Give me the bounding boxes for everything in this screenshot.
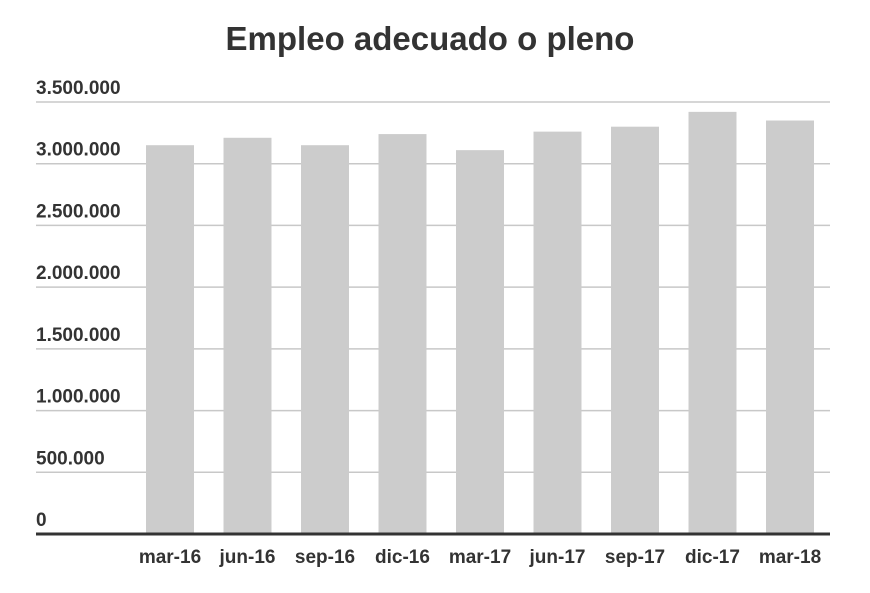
- x-tick-label: jun-16: [219, 547, 276, 568]
- x-tick-label: sep-16: [295, 547, 355, 568]
- bar-jun-17: [533, 131, 582, 534]
- y-axis-tick-labels: 0 500.000 1.000.000 1.500.000 2.000.000 2.500…: [36, 78, 121, 531]
- y-tick-label: 2.000.000: [36, 263, 121, 284]
- x-tick-label: sep-17: [605, 547, 665, 568]
- x-tick-label: mar-16: [139, 547, 201, 568]
- y-tick-label: 3.000.000: [36, 140, 121, 161]
- bar-mar-17: [456, 150, 504, 534]
- y-tick-label: 3.500.000: [36, 78, 121, 99]
- bar-dic-16: [378, 134, 427, 534]
- bar-dic-17: [688, 111, 737, 535]
- chart-title: Empleo adecuado o pleno: [226, 20, 635, 57]
- x-tick-label: mar-17: [449, 547, 511, 568]
- bar-sep-16: [301, 145, 349, 534]
- bar-sep-17: [611, 126, 659, 534]
- y-tick-label: 500.000: [36, 448, 105, 469]
- y-tick-label: 2.500.000: [36, 201, 121, 222]
- x-tick-label: jun-17: [529, 547, 586, 568]
- x-tick-label: dic-17: [685, 547, 740, 568]
- bars: [146, 111, 814, 535]
- bar-mar-16: [146, 145, 194, 534]
- x-tick-label: mar-18: [759, 547, 821, 568]
- y-tick-label: 1.000.000: [36, 387, 121, 408]
- x-axis-tick-labels: mar-16 jun-16 sep-16 dic-16 mar-17 jun-17 sep-…: [139, 547, 821, 568]
- x-tick-label: dic-16: [375, 547, 430, 568]
- y-tick-label: 0: [36, 510, 47, 531]
- y-tick-label: 1.500.000: [36, 325, 121, 346]
- bar-jun-16: [223, 137, 272, 534]
- bar-mar-18: [766, 120, 814, 534]
